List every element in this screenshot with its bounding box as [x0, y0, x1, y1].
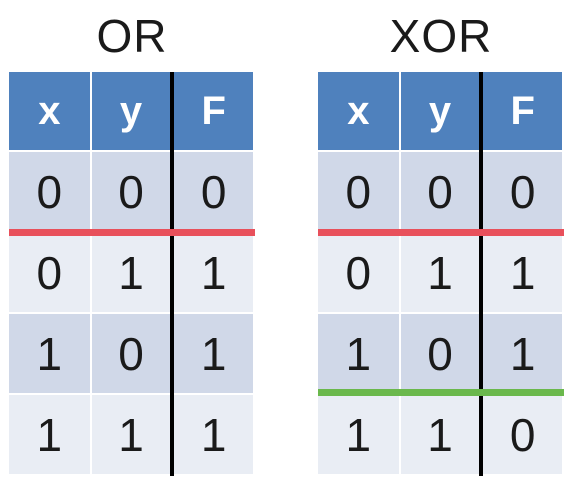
header-y: y [399, 72, 483, 152]
or-table-title: OR [96, 10, 168, 62]
cell-x: 1 [9, 394, 92, 476]
cell-f: 0 [170, 151, 255, 233]
or-truth-table: x y F 0 0 0 0 1 1 1 0 1 1 1 1 [9, 72, 255, 476]
green-separator-line [318, 389, 564, 396]
cell-f: 1 [479, 313, 564, 395]
cell-f: 0 [479, 394, 564, 476]
cell-x: 0 [9, 232, 92, 314]
cell-f: 1 [170, 232, 255, 314]
cell-x: 0 [318, 232, 401, 314]
header-y: y [90, 72, 174, 152]
cell-x: 1 [318, 313, 401, 395]
table-row: 0 0 0 [318, 151, 564, 233]
red-separator-line [9, 229, 255, 236]
header-f: F [170, 72, 255, 152]
table-header-row: x y F [318, 72, 564, 152]
or-truth-table-panel: OR x y F 0 0 0 0 1 1 1 0 1 [9, 0, 255, 476]
cell-y: 1 [399, 394, 483, 476]
cell-y: 0 [90, 151, 174, 233]
cell-x: 0 [9, 151, 92, 233]
xor-truth-table: x y F 0 0 0 0 1 1 1 0 1 1 1 0 [318, 72, 564, 476]
cell-y: 0 [90, 313, 174, 395]
table-row: 0 1 1 [9, 232, 255, 314]
table-row: 1 1 1 [9, 394, 255, 476]
cell-x: 0 [318, 151, 401, 233]
table-row: 0 0 0 [9, 151, 255, 233]
cell-y: 1 [90, 394, 174, 476]
cell-y: 0 [399, 313, 483, 395]
cell-y: 1 [90, 232, 174, 314]
table-row: 0 1 1 [318, 232, 564, 314]
header-x: x [9, 72, 92, 152]
table-row: 1 0 1 [318, 313, 564, 395]
or-table-wrapper: x y F 0 0 0 0 1 1 1 0 1 1 1 1 [9, 72, 255, 476]
cell-f: 0 [479, 151, 564, 233]
header-f: F [479, 72, 564, 152]
cell-y: 1 [399, 232, 483, 314]
table-header-row: x y F [9, 72, 255, 152]
cell-f: 1 [479, 232, 564, 314]
xor-table-wrapper: x y F 0 0 0 0 1 1 1 0 1 1 1 0 [318, 72, 564, 476]
table-row: 1 0 1 [9, 313, 255, 395]
cell-f: 1 [170, 313, 255, 395]
xor-truth-table-panel: XOR x y F 0 0 0 0 1 1 1 0 1 [318, 0, 564, 476]
cell-f: 1 [170, 394, 255, 476]
cell-x: 1 [318, 394, 401, 476]
header-x: x [318, 72, 401, 152]
table-row: 1 1 0 [318, 394, 564, 476]
cell-y: 0 [399, 151, 483, 233]
cell-x: 1 [9, 313, 92, 395]
red-separator-line [318, 229, 564, 236]
xor-table-title: XOR [389, 10, 493, 62]
